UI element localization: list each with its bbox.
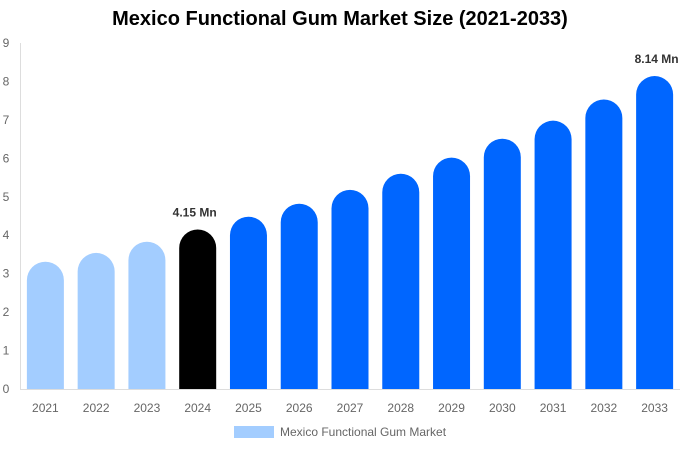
bar-2025 — [229, 216, 267, 389]
x-tick-label: 2023 — [134, 401, 161, 415]
y-tick-label: 7 — [3, 113, 10, 127]
x-tick-label: 2029 — [438, 401, 465, 415]
y-tick-label: 1 — [3, 344, 10, 358]
bar-2030 — [483, 138, 521, 389]
x-tick-label: 2033 — [641, 401, 668, 415]
bar-2027 — [331, 189, 369, 389]
chart-title: Mexico Functional Gum Market Size (2021-… — [112, 8, 568, 30]
bar-2021 — [26, 261, 64, 389]
x-tick-label: 2025 — [235, 401, 262, 415]
y-tick-label: 4 — [3, 228, 10, 242]
bar-2023 — [128, 241, 166, 389]
legend-label: Mexico Functional Gum Market — [280, 425, 447, 439]
bar-2031 — [534, 120, 572, 390]
legend: Mexico Functional Gum Market — [234, 425, 446, 439]
bar-2033 — [636, 76, 674, 389]
x-tick-label: 2024 — [184, 401, 211, 415]
bar-2026 — [280, 203, 318, 389]
x-tick-label: 2027 — [337, 401, 364, 415]
bar-2022 — [77, 252, 115, 389]
x-tick-label: 2031 — [540, 401, 567, 415]
bar-2024 — [179, 229, 217, 389]
y-tick-label: 2 — [3, 305, 10, 319]
x-tick-label: 2028 — [387, 401, 414, 415]
y-tick-label: 6 — [3, 151, 10, 165]
y-tick-label: 9 — [3, 36, 10, 50]
x-tick-label: 2022 — [83, 401, 110, 415]
y-tick-label: 0 — [3, 382, 10, 396]
x-tick-label: 2030 — [489, 401, 516, 415]
data-label: 8.14 Mn — [635, 52, 679, 66]
x-tick-label: 2026 — [286, 401, 313, 415]
y-tick-label: 5 — [3, 190, 10, 204]
bar-2032 — [585, 99, 623, 389]
data-label: 4.15 Mn — [173, 205, 217, 219]
bar-2029 — [433, 157, 471, 389]
legend-swatch — [234, 426, 274, 438]
x-tick-label: 2021 — [32, 401, 59, 415]
y-tick-label: 3 — [3, 267, 10, 281]
bar-2028 — [382, 173, 420, 389]
y-tick-label: 8 — [3, 74, 10, 88]
x-tick-label: 2032 — [590, 401, 617, 415]
